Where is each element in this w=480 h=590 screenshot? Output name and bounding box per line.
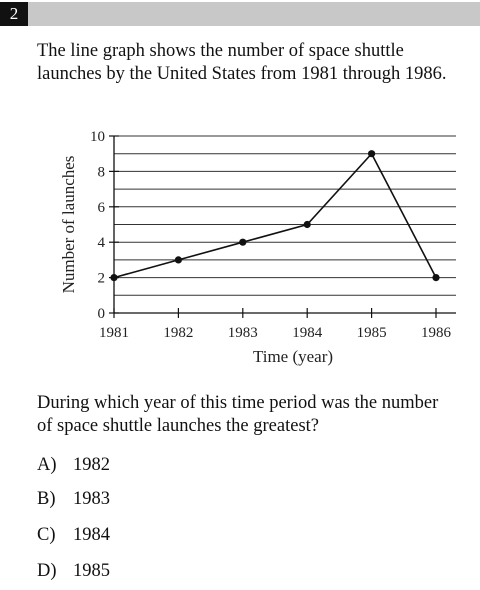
question-text: During which year of this time period wa… xyxy=(37,393,439,436)
y-axis-ticks: 0 2 4 6 8 10 xyxy=(90,129,119,322)
x-tick-label: 1985 xyxy=(357,325,387,341)
x-tick-label: 1986 xyxy=(421,325,452,341)
series-line xyxy=(113,152,437,279)
y-tick-label: 8 xyxy=(98,164,106,180)
y-tick-label: 2 xyxy=(98,271,106,287)
x-tick-label: 1981 xyxy=(99,325,129,341)
question-prompt: The line graph shows the number of space… xyxy=(37,41,447,84)
choice-c-letter: C) xyxy=(37,525,56,545)
question-number: 2 xyxy=(0,2,28,26)
x-axis-ticks: 1981 1982 1983 1984 1985 1986 xyxy=(99,308,452,341)
choice-a[interactable]: A) 1982 xyxy=(37,454,110,476)
choice-a-letter: A) xyxy=(37,455,57,475)
choice-d[interactable]: D) 1985 xyxy=(37,560,110,582)
chart-axes xyxy=(113,136,456,314)
choice-c[interactable]: C) 1984 xyxy=(37,524,110,546)
x-tick-label: 1983 xyxy=(228,325,258,341)
data-point xyxy=(110,274,118,282)
y-axis-title: Number of launches xyxy=(59,156,78,294)
choice-b-text: 1983 xyxy=(73,489,110,509)
y-tick-label: 6 xyxy=(98,200,106,216)
choice-d-text: 1985 xyxy=(73,561,110,581)
question-header-bar: 2 xyxy=(0,2,480,26)
chart-gridlines xyxy=(114,135,456,296)
data-points xyxy=(110,150,440,282)
choice-c-text: 1984 xyxy=(73,525,110,545)
data-point xyxy=(432,274,440,282)
choice-d-letter: D) xyxy=(37,561,57,581)
choice-b-letter: B) xyxy=(37,489,56,509)
data-point xyxy=(368,150,376,158)
x-tick-label: 1984 xyxy=(292,325,323,341)
line-chart: 0 2 4 6 8 10 1981 1982 1983 1984 1985 1986 Number … xyxy=(59,129,456,366)
choice-a-text: 1982 xyxy=(73,455,110,475)
x-tick-label: 1982 xyxy=(163,325,193,341)
y-tick-label: 10 xyxy=(90,129,105,145)
data-point xyxy=(174,256,182,264)
data-point xyxy=(303,220,311,229)
choice-b[interactable]: B) 1983 xyxy=(37,488,110,510)
x-axis-title: Time (year) xyxy=(253,347,333,366)
y-tick-label: 0 xyxy=(98,306,106,322)
y-tick-label: 4 xyxy=(98,235,106,251)
data-point xyxy=(239,238,247,246)
